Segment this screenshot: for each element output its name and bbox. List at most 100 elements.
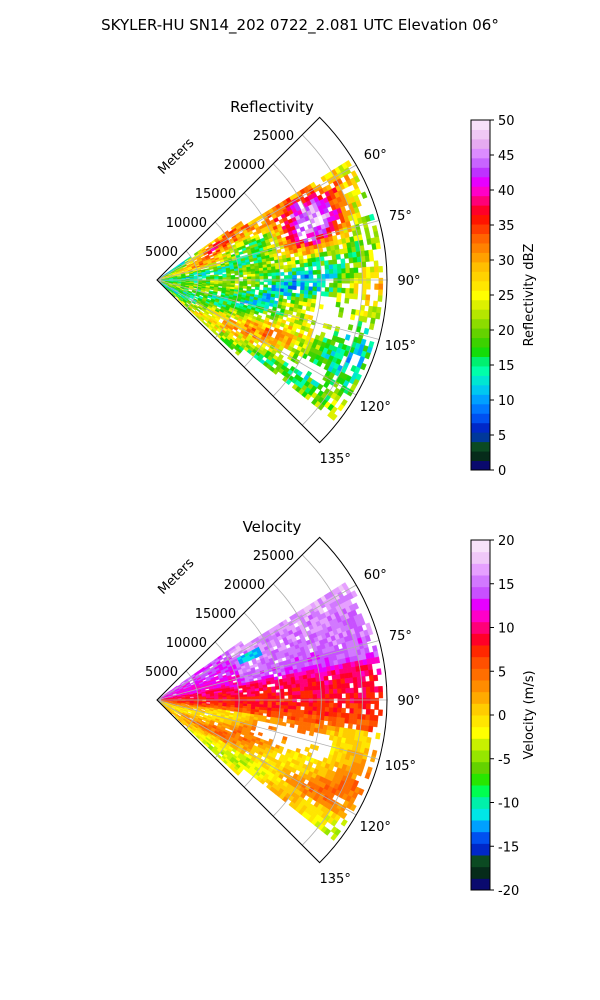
velocity-cell bbox=[287, 705, 293, 710]
velocity-cell bbox=[344, 677, 350, 684]
velocity-cell bbox=[312, 694, 318, 699]
velocity-cell bbox=[352, 718, 358, 725]
reflectivity-cell bbox=[299, 259, 305, 264]
velocity-cell bbox=[288, 702, 293, 707]
velocity-cell bbox=[311, 714, 317, 720]
velocity-title: Velocity bbox=[243, 518, 302, 536]
velocity-cell bbox=[378, 685, 383, 693]
velocity-cell bbox=[304, 702, 310, 707]
velocity-cell bbox=[303, 678, 309, 684]
velocity-cell bbox=[304, 694, 310, 699]
velocity-cell bbox=[279, 698, 285, 703]
velocity-cell bbox=[345, 693, 351, 699]
velocity-cell bbox=[337, 698, 343, 704]
velocity-cell bbox=[321, 698, 326, 704]
reflectivity-data bbox=[159, 160, 384, 421]
velocity-cell bbox=[299, 713, 305, 719]
reflectivity-cell bbox=[348, 257, 354, 264]
velocity-cell bbox=[300, 690, 305, 696]
velocity-colorbar-tick-label: 10 bbox=[498, 622, 515, 637]
reflectivity-cell bbox=[308, 270, 314, 275]
reflectivity-colorbar-swatch bbox=[471, 347, 490, 357]
reflectivity-cell bbox=[371, 225, 378, 233]
reflectivity-cell bbox=[347, 324, 354, 331]
velocity-colorbar-swatch bbox=[471, 843, 490, 856]
velocity-cell bbox=[366, 703, 371, 710]
reflectivity-cell bbox=[332, 292, 338, 298]
reflectivity-colorbar-tick-label: 40 bbox=[498, 184, 515, 199]
reflectivity-cell bbox=[242, 276, 248, 280]
reflectivity-cell bbox=[303, 290, 309, 295]
reflectivity-cell bbox=[177, 280, 182, 282]
velocity-cell bbox=[283, 684, 289, 690]
velocity-cell bbox=[251, 701, 256, 705]
velocity-cell bbox=[263, 701, 269, 706]
velocity-cell bbox=[348, 713, 354, 720]
velocity-cell bbox=[271, 689, 277, 694]
velocity-cell bbox=[325, 702, 330, 708]
velocity-cell bbox=[373, 714, 379, 722]
velocity-cell bbox=[291, 705, 297, 710]
velocity-colorbar-swatch bbox=[471, 808, 490, 821]
velocity-cell bbox=[325, 698, 330, 704]
velocity-panel: Velocity50001000015000200002500060°75°90… bbox=[145, 518, 537, 899]
velocity-cell bbox=[299, 683, 305, 688]
reflectivity-cell bbox=[254, 286, 260, 291]
velocity-cell bbox=[308, 690, 314, 695]
velocity-cell bbox=[336, 683, 342, 690]
reflectivity-cell bbox=[348, 293, 354, 300]
reflectivity-cell bbox=[341, 268, 347, 274]
velocity-cell bbox=[364, 742, 371, 750]
reflectivity-cell bbox=[255, 273, 260, 277]
reflectivity-cell bbox=[312, 290, 318, 296]
reflectivity-colorbar-label: Reflectivity dBZ bbox=[522, 244, 537, 347]
velocity-cell bbox=[358, 698, 363, 704]
reflectivity-cell bbox=[287, 264, 293, 269]
reflectivity-cell bbox=[307, 262, 313, 267]
velocity-cell bbox=[374, 697, 379, 705]
reflectivity-cell bbox=[251, 281, 256, 285]
velocity-cell bbox=[271, 698, 277, 703]
reflectivity-title: Reflectivity bbox=[230, 98, 314, 116]
reflectivity-cell bbox=[299, 263, 305, 268]
reflectivity-cell bbox=[320, 282, 326, 288]
velocity-cell bbox=[340, 818, 348, 827]
reflectivity-cell bbox=[333, 282, 338, 289]
reflectivity-colorbar-swatch bbox=[471, 252, 490, 263]
reflectivity-cell bbox=[296, 271, 301, 276]
velocity-cell bbox=[230, 697, 236, 700]
reflectivity-range-tick-label: 5000 bbox=[145, 245, 178, 260]
reflectivity-cell bbox=[292, 271, 297, 276]
reflectivity-colorbar-swatch bbox=[471, 138, 490, 149]
reflectivity-cell bbox=[345, 278, 351, 284]
velocity-cell bbox=[242, 694, 248, 698]
reflectivity-cell bbox=[374, 272, 379, 279]
reflectivity-cell bbox=[340, 263, 346, 269]
velocity-cell bbox=[226, 697, 232, 700]
velocity-cell bbox=[348, 718, 354, 725]
velocity-cell bbox=[271, 695, 277, 700]
velocity-cell bbox=[353, 713, 358, 720]
velocity-cell bbox=[316, 698, 322, 704]
reflectivity-cell bbox=[344, 160, 352, 168]
reflectivity-cell bbox=[242, 285, 248, 289]
reflectivity-cell bbox=[263, 284, 268, 288]
velocity-cell bbox=[258, 687, 264, 692]
reflectivity-range-axis-label: Meters bbox=[155, 136, 197, 178]
velocity-cell bbox=[292, 691, 297, 696]
reflectivity-cell bbox=[353, 278, 359, 284]
reflectivity-colorbar-swatch bbox=[471, 384, 490, 395]
reflectivity-cell bbox=[324, 291, 330, 297]
velocity-cell bbox=[372, 720, 378, 728]
reflectivity-cell bbox=[279, 285, 285, 290]
velocity-cell bbox=[328, 679, 334, 686]
velocity-colorbar-swatch bbox=[471, 726, 490, 739]
velocity-cell bbox=[337, 693, 343, 699]
velocity-cell bbox=[324, 689, 330, 695]
velocity-cell bbox=[373, 674, 379, 682]
velocity-cell bbox=[259, 701, 264, 705]
velocity-colorbar-swatch bbox=[471, 715, 490, 728]
velocity-cell bbox=[337, 688, 342, 694]
velocity-cell bbox=[332, 707, 338, 713]
velocity-cell bbox=[238, 696, 244, 700]
